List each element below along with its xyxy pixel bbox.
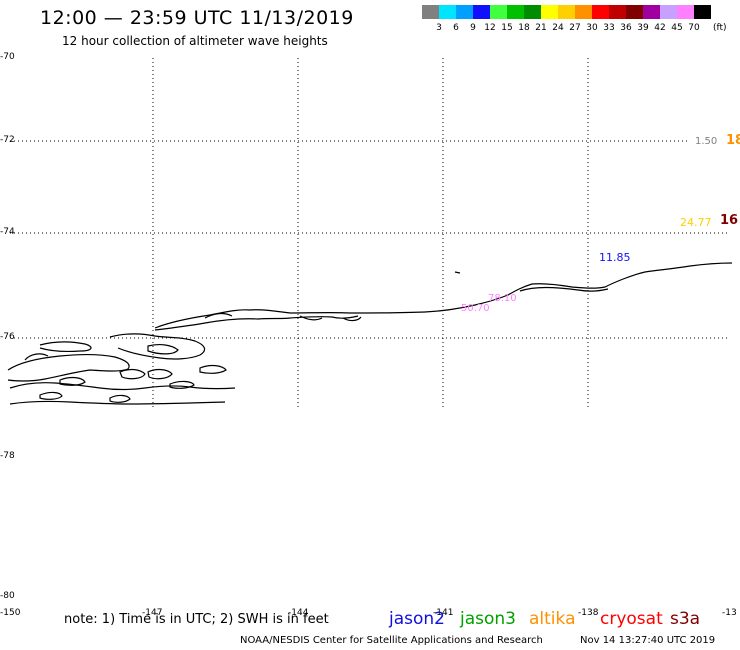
ice-shelf-edge — [154, 262, 733, 329]
satellite-label-cryosat: cryosat — [600, 609, 663, 629]
latitude-label: -72 — [0, 135, 15, 145]
coast-west — [119, 368, 146, 380]
coast-west — [39, 391, 63, 400]
legend-swatch — [643, 5, 660, 19]
legend-swatch — [677, 5, 694, 19]
satellite-label-jason2: jason2 — [389, 609, 445, 629]
wave-height-observation: 78.10 — [488, 293, 517, 304]
legend-label: 39 — [637, 23, 649, 33]
legend-label: 12 — [484, 23, 496, 33]
coast-west — [59, 376, 86, 386]
coast-inlet — [342, 316, 362, 322]
legend-label: 6 — [453, 23, 459, 33]
coast-island — [454, 271, 461, 274]
legend-label: 33 — [603, 23, 615, 33]
legend-label: 70 — [688, 23, 700, 33]
legend-swatch — [558, 5, 575, 19]
legend-swatch — [660, 5, 677, 19]
coast-west — [109, 394, 131, 403]
legend-swatch — [694, 5, 711, 19]
coast-segment — [519, 286, 609, 292]
coast-inlet — [204, 312, 233, 319]
generated-timestamp: Nov 14 13:27:40 UTC 2019 — [580, 635, 716, 646]
legend-swatch — [439, 5, 456, 19]
legend-swatch — [524, 5, 541, 19]
wave-height-observation: 50.70 — [461, 303, 490, 314]
coast-west — [147, 368, 173, 380]
latitude-label: -76 — [0, 332, 15, 342]
coast-west — [9, 382, 236, 391]
coast-west — [39, 341, 92, 352]
longitude-label: -144 — [288, 608, 309, 618]
coast-west — [9, 400, 226, 405]
coast-segment — [154, 315, 359, 331]
longitude-label: -138 — [578, 608, 599, 618]
legend-label: 36 — [620, 23, 632, 33]
legend-swatch — [609, 5, 626, 19]
satellite-label-s3a: s3a — [670, 609, 701, 629]
satellite-label-jason3: jason3 — [460, 609, 516, 629]
legend-unit: (ft) — [713, 23, 727, 33]
wave-height-observation: 24.77 — [680, 216, 712, 229]
longitude-label: -147 — [142, 608, 163, 618]
legend-label: 42 — [654, 23, 666, 33]
legend-swatch — [456, 5, 473, 19]
map-graticule — [10, 58, 730, 408]
chart-title: 12:00 — 23:59 UTC 11/13/2019 — [40, 7, 354, 29]
legend-label: 21 — [535, 23, 547, 33]
wave-height-observation: 16 — [720, 213, 739, 228]
latitude-label: -78 — [0, 451, 15, 461]
legend-swatch — [541, 5, 558, 19]
chart-subtitle: 12 hour collection of altimeter wave hei… — [62, 34, 328, 48]
legend-label: 27 — [569, 23, 581, 33]
latitude-label: -74 — [0, 227, 15, 237]
footer-note: note: 1) Time is in UTC; 2) SWH is in fe… — [64, 612, 329, 627]
longitude-label: -13 — [722, 608, 737, 618]
legend-swatch — [490, 5, 507, 19]
legend-label: 30 — [586, 23, 598, 33]
legend-swatch — [592, 5, 609, 19]
latitude-label: -80 — [0, 591, 15, 601]
legend-label: 9 — [470, 23, 476, 33]
coast-inlet — [299, 315, 323, 321]
satellite-label-altika: altika — [529, 609, 576, 629]
legend-swatch — [422, 5, 439, 19]
wave-height-observation: 18 — [726, 133, 740, 148]
coast-west — [169, 380, 195, 389]
wave-height-observation: 11.85 — [599, 251, 631, 264]
legend-label: 3 — [436, 23, 442, 33]
coast-west — [199, 364, 227, 374]
legend-swatch — [575, 5, 592, 19]
legend-label: 15 — [501, 23, 513, 33]
coast-west — [24, 353, 49, 361]
legend-label: 45 — [671, 23, 683, 33]
longitude-label: -141 — [433, 608, 454, 618]
longitude-label: -150 — [0, 608, 21, 618]
legend-swatch — [473, 5, 490, 19]
legend-swatch — [507, 5, 524, 19]
latitude-label: -70 — [0, 52, 15, 62]
credit-line: NOAA/NESDIS Center for Satellite Applica… — [240, 635, 543, 646]
coast-west — [147, 344, 179, 355]
antarctic-coastline — [7, 262, 733, 405]
coast-west — [7, 354, 130, 382]
wave-height-observation: 1.50 — [695, 136, 718, 147]
legend-label: 18 — [518, 23, 530, 33]
legend-label: 24 — [552, 23, 564, 33]
legend-swatch — [626, 5, 643, 19]
coast-west — [109, 333, 206, 360]
